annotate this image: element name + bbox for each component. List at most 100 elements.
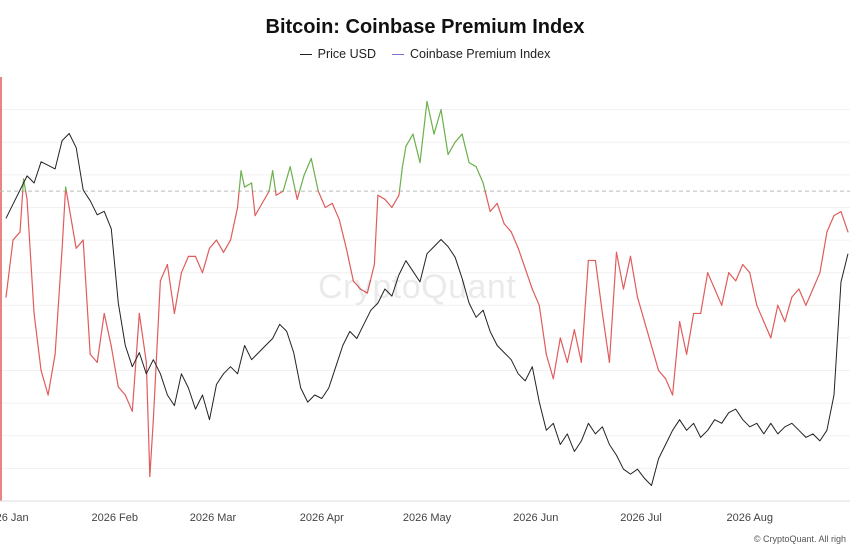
premium-segment: [40, 369, 49, 396]
premium-segment: [138, 312, 147, 363]
premium-segment: [707, 272, 716, 290]
premium-segment: [510, 231, 519, 249]
premium-segment: [398, 190, 401, 196]
premium-segment: [229, 206, 239, 241]
premium-segment: [594, 259, 604, 315]
premium-segment: [25, 190, 28, 200]
premium-segment: [742, 263, 751, 274]
premium-segment: [657, 369, 667, 380]
premium-segment: [243, 182, 253, 188]
premium-segment: [236, 190, 240, 209]
premium-segment: [700, 272, 709, 315]
premium-segment: [68, 206, 77, 249]
premium-segment: [75, 239, 84, 249]
premium-segment: [447, 141, 456, 156]
copyright-text: © CryptoQuant. All righ: [753, 534, 846, 544]
premium-segment: [671, 321, 681, 396]
premium-segment: [622, 255, 632, 290]
premium-segment: [296, 190, 301, 200]
premium-segment: [398, 166, 404, 192]
premium-segment: [124, 394, 133, 412]
premium-segment: [82, 239, 91, 355]
premium-segment: [131, 312, 140, 412]
premium-segment: [33, 312, 42, 372]
legend-swatch-premium: [391, 53, 404, 55]
premium-segment: [89, 353, 98, 363]
premium-segment: [412, 133, 421, 164]
premium-segment: [826, 215, 835, 233]
premium-segment: [208, 239, 218, 249]
premium-segment: [650, 345, 660, 372]
premium-segment: [261, 190, 270, 204]
premium-segment: [608, 251, 618, 363]
premium-segment: [496, 202, 505, 225]
premium-segment: [238, 170, 242, 192]
premium-segment: [12, 231, 21, 241]
premium-segment: [110, 345, 119, 388]
premium-segment: [324, 202, 333, 209]
premium-segment: [294, 190, 298, 200]
premium-segment: [840, 210, 849, 233]
premium-segment: [791, 288, 800, 298]
chart-title: Bitcoin: Coinbase Premium Index: [265, 16, 585, 38]
premium-segment: [819, 231, 828, 274]
premium-segment: [5, 239, 14, 298]
premium-segment: [401, 145, 407, 168]
premium-segment: [636, 296, 646, 323]
premium-segment: [373, 194, 379, 266]
premium-segment: [678, 321, 688, 355]
premium-segment: [103, 312, 112, 347]
legend-swatch-price: [299, 53, 312, 55]
premium-segment: [359, 288, 368, 294]
premium-segment: [517, 247, 526, 270]
premium-segment: [615, 251, 625, 290]
premium-segment: [384, 198, 393, 209]
premium-segment: [714, 288, 723, 306]
premium-segment: [756, 304, 765, 323]
premium-segment: [268, 170, 274, 192]
premium-segment: [117, 386, 126, 396]
premium-segment: [573, 329, 582, 363]
premium-segment: [250, 182, 254, 192]
premium-segment: [545, 353, 554, 380]
legend-item-premium[interactable]: Coinbase Premium Index: [391, 47, 551, 61]
premium-segment: [784, 296, 793, 323]
premium-segment: [433, 109, 442, 135]
x-tick-label: 2026 Aug: [727, 512, 774, 524]
premium-segment: [454, 133, 463, 143]
premium-segment: [391, 194, 400, 209]
watermark: CryptoQuant: [318, 268, 517, 306]
x-tick-label: 2026 Apr: [300, 512, 344, 524]
premium-segment: [317, 190, 326, 209]
premium-segment: [489, 202, 498, 213]
premium-segment: [552, 337, 561, 380]
premium-segment: [503, 223, 512, 233]
premium-segment: [377, 194, 386, 200]
premium-segment: [728, 272, 737, 282]
premium-segment: [149, 418, 154, 478]
premium-segment: [201, 247, 211, 274]
x-tick-label: 2026 Feb: [92, 512, 138, 524]
premium-segment: [777, 304, 786, 323]
x-tick-label: 2026 Jun: [513, 512, 558, 524]
premium-segment: [47, 353, 56, 396]
premium-segment: [531, 288, 540, 306]
premium-segment: [763, 321, 772, 339]
premium-segment: [173, 272, 183, 315]
legend-label-premium: Coinbase Premium Index: [409, 47, 551, 61]
legend-item-price[interactable]: Price USD: [299, 47, 376, 61]
premium-segment: [812, 272, 821, 290]
premium-segment: [352, 280, 361, 290]
premium-segment: [152, 280, 161, 421]
premium-segment: [749, 272, 758, 306]
price-series-line: [5, 133, 849, 486]
premium-segment: [566, 329, 575, 363]
x-tick-label: 2026 Jul: [620, 512, 662, 524]
premium-segment: [468, 162, 477, 168]
premium-segment: [310, 157, 319, 192]
premium-segment: [145, 361, 151, 478]
premium-segment: [22, 178, 27, 192]
premium-segment: [664, 378, 674, 396]
premium-segment: [65, 190, 70, 209]
premium-segment: [19, 190, 24, 233]
